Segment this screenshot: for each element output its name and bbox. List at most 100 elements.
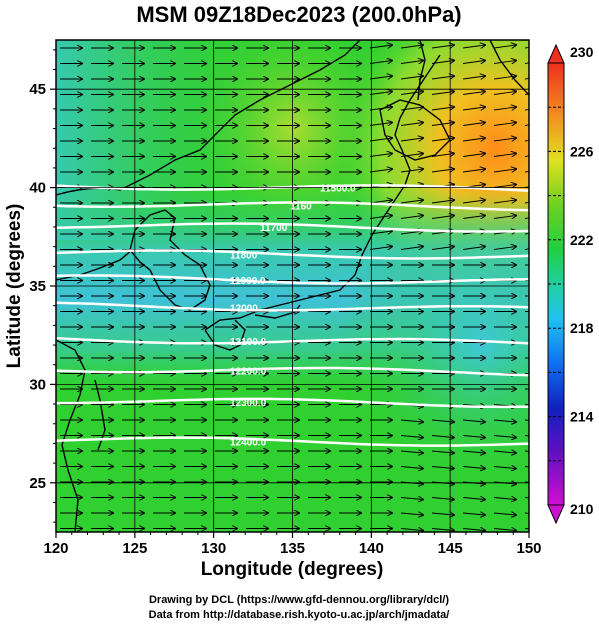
- coast-korea: [129, 209, 211, 311]
- wind-arrow: [462, 420, 485, 422]
- wind-arrow: [369, 154, 392, 157]
- wind-arrow: [400, 467, 423, 469]
- wind-arrow: [462, 107, 485, 110]
- contour-label: 11900.0: [230, 276, 266, 287]
- wind-arrow: [462, 76, 485, 79]
- wind-arrow: [462, 436, 485, 438]
- grid-lines: [56, 40, 529, 532]
- wind-arrow: [400, 92, 423, 95]
- wind-arrow: [400, 216, 423, 219]
- wind-arrow: [400, 247, 423, 250]
- wind-arrow: [462, 45, 485, 48]
- x-tick-label: 125: [122, 540, 147, 557]
- wind-arrow: [462, 92, 485, 95]
- wind-arrow: [400, 76, 423, 79]
- wind-arrow: [493, 61, 516, 64]
- contour-label: 12300.0: [230, 398, 267, 409]
- wind-arrow: [400, 61, 423, 64]
- wind-arrow: [493, 451, 516, 453]
- wind-arrow: [493, 216, 516, 219]
- y-axis-ticks: 25 30 35 40 45: [29, 49, 56, 523]
- x-axis-ticks: 120 125 130 135 140 145 150: [43, 532, 542, 557]
- y-tick-label: 40: [29, 180, 46, 197]
- wind-arrow: [400, 436, 423, 438]
- wind-arrow: [493, 123, 516, 126]
- wind-arrow: [369, 92, 392, 95]
- wind-arrow: [462, 451, 485, 453]
- wind-arrow: [462, 247, 485, 250]
- y-tick-label: 30: [29, 376, 46, 393]
- x-tick-label: 150: [516, 540, 541, 557]
- wind-arrow: [400, 123, 423, 126]
- wind-arrow: [369, 45, 392, 48]
- wind-arrow: [493, 498, 516, 500]
- credit-drawing: Drawing by DCL (https://www.gfd-dennou.o…: [149, 594, 449, 606]
- wind-arrow: [493, 513, 516, 515]
- x-tick-label: 130: [201, 540, 226, 557]
- x-tick-label: 145: [438, 540, 463, 557]
- wind-arrow: [493, 138, 516, 141]
- credit-data: Data from http://database.rish.kyoto-u.a…: [149, 609, 450, 621]
- x-tick-label: 140: [359, 540, 384, 557]
- wind-arrow: [369, 216, 392, 219]
- contour-label: 11500.0: [320, 184, 356, 195]
- wind-arrow: [400, 498, 423, 500]
- wind-arrow: [400, 169, 423, 172]
- colorbar-label: 210: [570, 501, 594, 517]
- coast-honshu: [204, 54, 441, 331]
- wind-arrow: [462, 169, 485, 172]
- colorbar-label: 226: [570, 143, 594, 159]
- colorbar-label: 214: [570, 409, 594, 425]
- wind-arrow: [493, 529, 516, 531]
- wind-arrow: [493, 107, 516, 110]
- contour-label: 12000: [230, 304, 258, 315]
- wind-arrow: [493, 76, 516, 79]
- wind-arrow: [369, 231, 392, 234]
- wind-arrow: [400, 529, 423, 531]
- wind-arrow: [493, 436, 516, 438]
- wind-arrow: [493, 420, 516, 422]
- wind-arrow: [462, 529, 485, 531]
- x-tick-label: 135: [280, 540, 305, 557]
- wind-arrow: [369, 247, 392, 250]
- wind-arrow: [462, 61, 485, 64]
- coast-hokkaido: [379, 99, 451, 161]
- colorbar-top-arrow: [547, 43, 565, 64]
- wind-arrow: [462, 513, 485, 515]
- colorbar-label: 218: [570, 320, 594, 336]
- y-tick-label: 35: [29, 278, 46, 295]
- wind-arrow: [400, 420, 423, 422]
- wind-arrow: [493, 45, 516, 48]
- y-axis-label: Latitude (degrees): [4, 204, 25, 369]
- wind-arrow: [493, 467, 516, 469]
- wind-arrow: [400, 451, 423, 453]
- wind-arrow: [493, 185, 516, 188]
- x-tick-label: 120: [43, 540, 68, 557]
- wind-arrow: [462, 216, 485, 219]
- wind-arrow: [462, 467, 485, 469]
- colorbar-label: 230: [570, 44, 594, 60]
- wind-arrow: [493, 200, 516, 203]
- wind-arrow: [369, 107, 392, 110]
- wind-arrow: [462, 123, 485, 126]
- colorbar-ticks: 230 226 222 218 214 210: [548, 44, 594, 517]
- contour-label: 12200.0: [230, 367, 267, 378]
- contour-label: 11700: [260, 223, 288, 234]
- x-axis-label: Longitude (degrees): [201, 559, 384, 580]
- wind-arrow: [369, 61, 392, 64]
- wind-arrow: [462, 138, 485, 141]
- colorbar-bottom-arrow: [547, 504, 565, 525]
- contour-label: 1160: [290, 201, 312, 212]
- coast-kuril: [489, 40, 529, 96]
- wind-arrow: [369, 138, 392, 141]
- contour-label: 12100.0: [230, 337, 267, 348]
- wind-arrow: [400, 200, 423, 203]
- wind-arrow: [400, 107, 423, 110]
- wind-arrow: [462, 200, 485, 203]
- contour-label: 12400.0: [230, 437, 267, 448]
- wind-arrow: [400, 45, 423, 48]
- wind-arrow: [400, 513, 423, 515]
